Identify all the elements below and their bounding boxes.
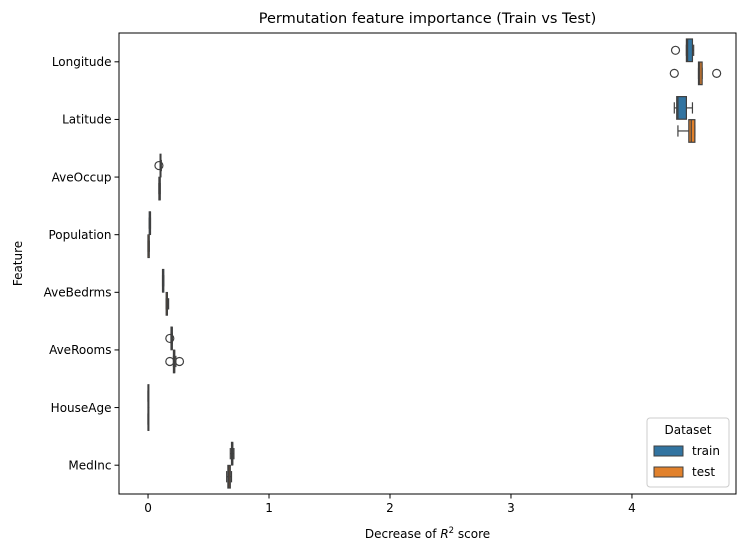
y-tick-label: AveRooms xyxy=(49,343,111,357)
box-train-latitude xyxy=(673,96,694,120)
x-axis: 0 1 2 3 4 xyxy=(144,494,636,515)
legend-label-train: train xyxy=(692,444,720,458)
box-body xyxy=(685,38,694,63)
box-train-longitude xyxy=(670,38,695,63)
box-layer xyxy=(147,38,722,489)
x-axis-label-suffix: score xyxy=(454,527,490,541)
box-test-medinc xyxy=(226,464,233,489)
box-train-medinc xyxy=(229,441,235,466)
y-axis-label: Feature xyxy=(11,241,25,286)
y-tick-label: Population xyxy=(48,228,111,242)
legend-title: Dataset xyxy=(665,423,712,437)
outlier-point xyxy=(669,68,679,78)
box-test-houseage xyxy=(147,407,150,431)
x-tick-label: 4 xyxy=(628,501,636,515)
box-train-avebedrms xyxy=(161,268,165,293)
box-test-longitude xyxy=(669,61,722,86)
axes-frame xyxy=(118,32,737,495)
box-test-averooms xyxy=(165,349,185,374)
y-tick-label: AveBedrms xyxy=(44,286,112,300)
y-tick-label: HouseAge xyxy=(51,401,112,415)
x-tick-label: 2 xyxy=(386,501,394,515)
box-body xyxy=(676,96,687,120)
box-body xyxy=(697,61,703,86)
outlier-point xyxy=(670,45,681,55)
outlier-point xyxy=(154,160,164,171)
box-body xyxy=(688,119,696,143)
x-axis-label-variable: R xyxy=(440,527,448,541)
y-tick-label: Longitude xyxy=(52,55,112,69)
legend-label-test: test xyxy=(692,465,715,479)
box-train-population xyxy=(148,211,152,236)
x-axis-label-superscript: 2 xyxy=(449,526,454,536)
legend-swatch-train xyxy=(653,445,684,457)
legend: Dataset train test xyxy=(646,417,730,488)
box-train-averooms xyxy=(165,326,175,351)
x-axis-label: Decrease of R2 score xyxy=(365,526,490,541)
x-axis-label-prefix: Decrease of xyxy=(365,527,440,541)
legend-swatch-test xyxy=(653,466,684,478)
chart-title: Permutation feature importance (Train vs… xyxy=(259,11,597,27)
outlier-point xyxy=(712,68,722,78)
outlier-point xyxy=(165,333,175,344)
outlier-point xyxy=(165,356,175,367)
box-test-avebedrms xyxy=(165,291,170,316)
outlier-point xyxy=(174,356,185,367)
box-train-houseage xyxy=(147,384,150,408)
y-tick-label: Latitude xyxy=(62,113,111,127)
x-tick-label: 0 xyxy=(144,501,152,515)
x-tick-label: 3 xyxy=(507,501,515,515)
box-test-aveoccup xyxy=(158,176,161,201)
y-axis: Longitude Latitude AveOccup Population AveBe… xyxy=(44,55,119,472)
box-test-population xyxy=(147,234,150,259)
y-tick-label: AveOccup xyxy=(52,170,112,184)
x-tick-label: 1 xyxy=(265,501,273,515)
y-tick-label: MedInc xyxy=(68,458,111,472)
box-test-latitude xyxy=(677,119,696,143)
